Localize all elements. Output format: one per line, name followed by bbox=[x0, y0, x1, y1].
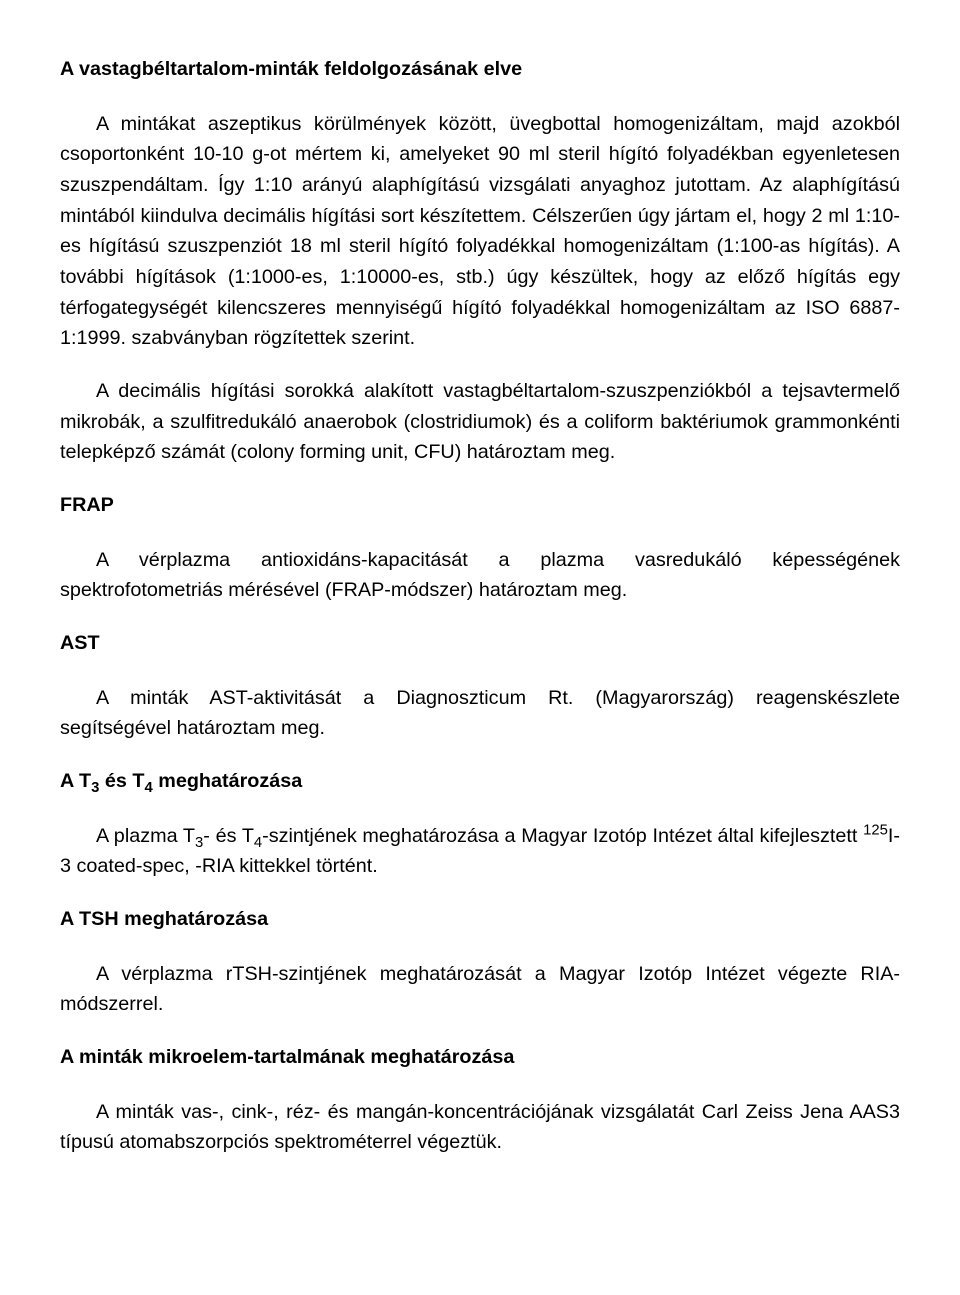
section-heading: A vastagbéltartalom-minták feldolgozásán… bbox=[60, 54, 900, 85]
paragraph: A vérplazma antioxidáns-kapacitását a pl… bbox=[60, 545, 900, 606]
subheading-frap: FRAP bbox=[60, 490, 900, 521]
paragraph: A plazma T3- és T4-szintjének meghatároz… bbox=[60, 821, 900, 882]
subscript: 4 bbox=[254, 835, 262, 851]
paragraph-text: Az alaphígítású mintából kiindulva decim… bbox=[60, 174, 900, 349]
paragraph: A decimális hígítási sorokká alakított v… bbox=[60, 376, 900, 468]
heading-text: meghatározása bbox=[153, 770, 303, 792]
paragraph: A minták AST-aktivitását a Diagnoszticum… bbox=[60, 683, 900, 744]
subheading-t3t4: A T3 és T4 meghatározása bbox=[60, 766, 900, 797]
subheading-ast: AST bbox=[60, 628, 900, 659]
paragraph-text: - és T bbox=[203, 825, 254, 847]
subscript: 4 bbox=[144, 780, 152, 796]
superscript: 125 bbox=[863, 822, 888, 838]
paragraph-text: -szintjének meghatározása a Magyar Izotó… bbox=[262, 825, 863, 847]
paragraph: A mintákat aszeptikus körülmények között… bbox=[60, 109, 900, 354]
heading-text: és T bbox=[99, 770, 144, 792]
subheading-tsh: A TSH meghatározása bbox=[60, 904, 900, 935]
paragraph: A vérplazma rTSH-szintjének meghatározás… bbox=[60, 959, 900, 1020]
subheading-micro: A minták mikroelem-tartalmának meghatáro… bbox=[60, 1042, 900, 1073]
paragraph-text: A plazma T bbox=[96, 825, 195, 847]
heading-text: A T bbox=[60, 770, 91, 792]
paragraph: A minták vas-, cink-, réz- és mangán-kon… bbox=[60, 1097, 900, 1158]
